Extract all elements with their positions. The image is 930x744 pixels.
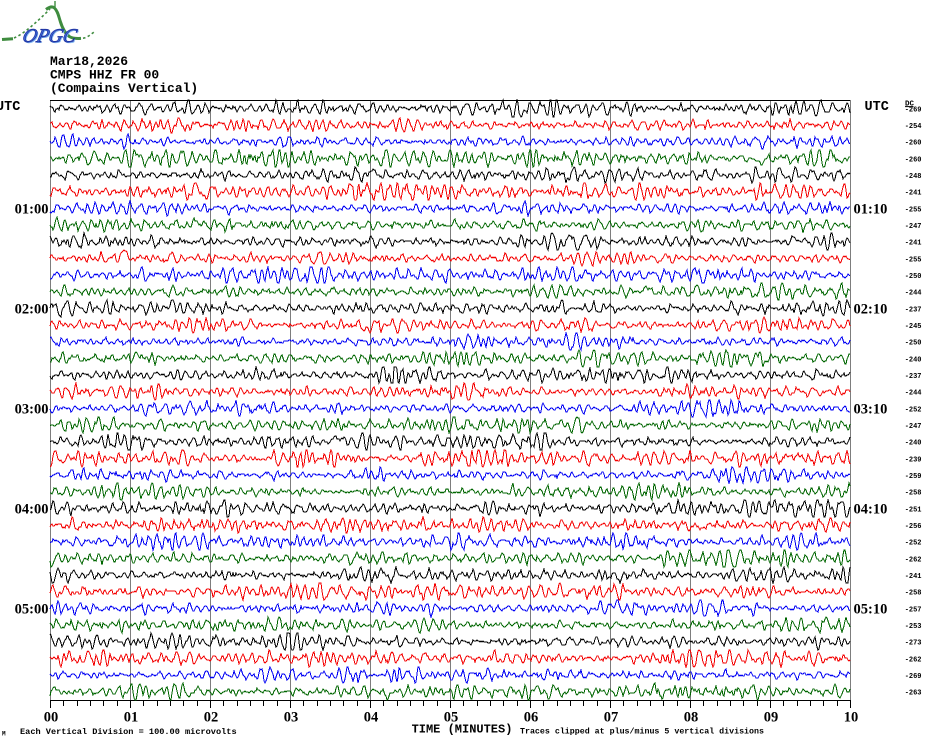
svg-text:TIME (MINUTES): TIME (MINUTES): [412, 723, 513, 737]
svg-text:02:00: 02:00: [15, 302, 49, 318]
svg-text:-240: -240: [905, 440, 922, 448]
svg-text:-251: -251: [905, 506, 922, 514]
svg-text:03: 03: [284, 710, 299, 726]
svg-text:04:00: 04:00: [15, 502, 49, 518]
svg-text:-262: -262: [905, 556, 922, 564]
svg-text:-244: -244: [905, 290, 922, 298]
svg-text:Mar18,2026: Mar18,2026: [50, 54, 128, 69]
svg-text:02: 02: [204, 710, 219, 726]
svg-text:-237: -237: [905, 306, 922, 314]
svg-text:-269: -269: [905, 673, 922, 681]
svg-text:01:00: 01:00: [15, 202, 49, 218]
svg-text:-259: -259: [905, 473, 922, 481]
svg-text:OPGC: OPGC: [21, 26, 80, 48]
svg-text:-241: -241: [905, 573, 922, 581]
svg-text:01:10: 01:10: [854, 202, 888, 218]
svg-text:00: 00: [44, 710, 59, 726]
svg-text:-252: -252: [905, 540, 922, 548]
svg-text:-260: -260: [905, 140, 922, 148]
svg-text:04:10: 04:10: [854, 502, 888, 518]
svg-text:-245: -245: [905, 323, 922, 331]
svg-text:06: 06: [524, 710, 539, 726]
svg-text:-260: -260: [905, 156, 922, 164]
svg-text:-256: -256: [905, 523, 922, 531]
svg-text:UTC: UTC: [865, 100, 889, 115]
svg-text:-257: -257: [905, 606, 922, 614]
svg-text:Each Vertical Division = 100.: Each Vertical Division = 100.00 microvol…: [20, 727, 237, 737]
svg-text:UTC: UTC: [0, 100, 20, 115]
svg-text:OPGC: OPGC: [20, 25, 79, 47]
svg-text:-241: -241: [905, 240, 922, 248]
svg-text:-262: -262: [905, 656, 922, 664]
svg-text:05:00: 05:00: [15, 602, 49, 618]
svg-text:04: 04: [364, 710, 379, 726]
svg-text:03:00: 03:00: [15, 402, 49, 418]
svg-text:02:10: 02:10: [854, 302, 888, 318]
svg-text:-252: -252: [905, 406, 922, 414]
svg-text:05: 05: [444, 710, 459, 726]
svg-text:-250: -250: [905, 273, 922, 281]
svg-text:Traces clipped at plus/minus 5: Traces clipped at plus/minus 5 vertical …: [520, 727, 764, 737]
svg-text:-237: -237: [905, 373, 922, 381]
svg-text:DC: DC: [905, 100, 915, 108]
svg-text:08: 08: [684, 710, 699, 726]
svg-text:-239: -239: [905, 456, 922, 464]
svg-text:-253: -253: [905, 623, 922, 631]
svg-text:10: 10: [844, 710, 859, 726]
svg-text:-247: -247: [905, 423, 922, 431]
svg-text:01: 01: [124, 710, 139, 726]
svg-text:-273: -273: [905, 640, 922, 648]
svg-text:-263: -263: [905, 690, 922, 698]
svg-text:03:10: 03:10: [854, 402, 888, 418]
svg-text:-269: -269: [905, 106, 922, 114]
svg-text:-244: -244: [905, 390, 922, 398]
svg-text:05:10: 05:10: [854, 602, 888, 618]
svg-text:-241: -241: [905, 190, 922, 198]
svg-text:-258: -258: [905, 490, 922, 498]
svg-text:-255: -255: [905, 256, 922, 264]
svg-text:-250: -250: [905, 340, 922, 348]
svg-text:07: 07: [604, 710, 619, 726]
svg-text:CMPS HHZ FR 00: CMPS HHZ FR 00: [50, 68, 159, 83]
svg-text:-254: -254: [905, 123, 922, 131]
svg-text:-240: -240: [905, 356, 922, 364]
svg-text:M: M: [2, 731, 6, 738]
svg-text:-258: -258: [905, 590, 922, 598]
svg-text:-255: -255: [905, 206, 922, 214]
svg-text:-248: -248: [905, 173, 922, 181]
svg-text:(Compains Vertical): (Compains Vertical): [50, 81, 198, 96]
svg-text:-247: -247: [905, 223, 922, 231]
svg-text:09: 09: [764, 710, 779, 726]
